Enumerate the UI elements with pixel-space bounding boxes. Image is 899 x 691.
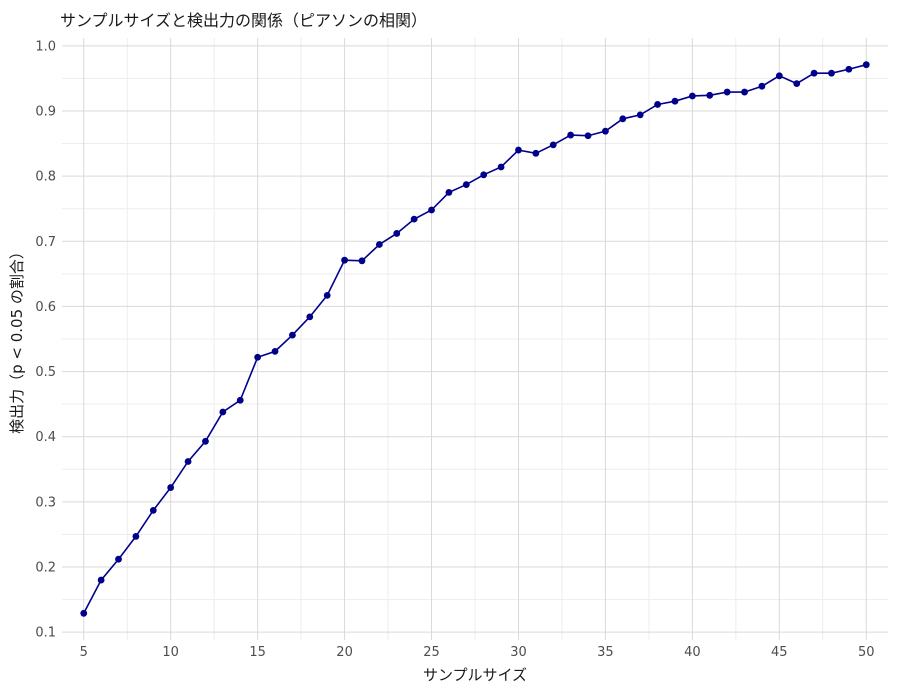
data-point — [80, 609, 88, 617]
data-point — [289, 331, 296, 339]
grid — [62, 38, 888, 640]
data-point — [845, 65, 853, 73]
data-point — [654, 101, 661, 108]
y-tick-label: 0.8 — [35, 170, 56, 185]
data-point — [219, 408, 227, 416]
x-tick-label: 20 — [336, 645, 353, 660]
y-tick-label: 0.4 — [35, 430, 56, 445]
data-point — [515, 146, 522, 154]
data-point — [358, 257, 366, 265]
y-tick-label: 0.3 — [35, 495, 56, 510]
chart-title: サンプルサイズと検出力の関係（ピアソンの相関） — [60, 11, 427, 30]
series-layer — [80, 61, 870, 617]
data-point — [775, 72, 783, 80]
data-point — [115, 555, 122, 563]
data-point — [549, 141, 557, 149]
data-point — [636, 111, 644, 119]
y-tick-label: 0.7 — [35, 235, 56, 250]
data-point — [393, 230, 401, 237]
data-point — [462, 181, 470, 188]
y-tick-label: 0.6 — [35, 300, 56, 315]
data-point — [688, 92, 696, 100]
axes: 5 10 15 20 25 30 35 40 45 50 0.1 0.2 0.3 0.4 0.5 0.6 0.7… — [35, 39, 874, 660]
y-tick-label: 0.2 — [35, 561, 56, 576]
data-point — [97, 576, 105, 584]
data-point — [619, 115, 627, 123]
data-point — [741, 88, 748, 96]
data-point — [810, 69, 818, 77]
data-point — [254, 353, 262, 361]
x-tick-label: 30 — [510, 645, 527, 660]
data-point — [497, 163, 505, 171]
data-point — [167, 484, 175, 491]
data-point — [341, 256, 348, 264]
data-point — [567, 131, 575, 139]
data-point — [149, 506, 157, 514]
y-tick-label: 1.0 — [35, 39, 56, 54]
y-axis-title: 検出力（p < 0.05 の割合） — [8, 244, 26, 434]
data-point — [723, 88, 731, 96]
x-tick-label: 35 — [597, 645, 614, 660]
data-point — [671, 97, 679, 105]
data-point — [306, 313, 314, 321]
data-point — [862, 61, 870, 69]
x-tick-label: 25 — [423, 645, 440, 660]
data-point — [428, 206, 435, 214]
y-tick-label: 0.9 — [35, 104, 56, 119]
x-tick-label: 5 — [80, 645, 88, 660]
data-point — [758, 82, 766, 90]
data-point — [375, 241, 383, 248]
data-point — [271, 347, 279, 355]
data-point — [445, 189, 453, 196]
data-point — [202, 437, 209, 445]
data-point — [132, 533, 140, 540]
x-tick-label: 40 — [684, 645, 701, 660]
x-axis-title: サンプルサイズ — [423, 666, 527, 684]
x-tick-label: 45 — [771, 645, 788, 660]
y-tick-label: 0.5 — [35, 365, 56, 380]
data-point — [584, 132, 592, 140]
x-tick-label: 15 — [249, 645, 266, 660]
y-tick-label: 0.1 — [35, 626, 56, 641]
x-tick-label: 10 — [162, 645, 179, 660]
data-point — [480, 171, 488, 179]
data-point — [793, 80, 801, 88]
data-point — [532, 149, 540, 157]
data-point — [706, 91, 714, 99]
data-point — [410, 215, 418, 223]
data-point — [323, 291, 331, 299]
x-tick-label: 50 — [858, 645, 875, 660]
data-point — [828, 69, 835, 77]
data-point — [602, 127, 609, 135]
data-point — [184, 458, 192, 465]
data-point — [236, 396, 244, 404]
series-line — [83, 63, 867, 614]
